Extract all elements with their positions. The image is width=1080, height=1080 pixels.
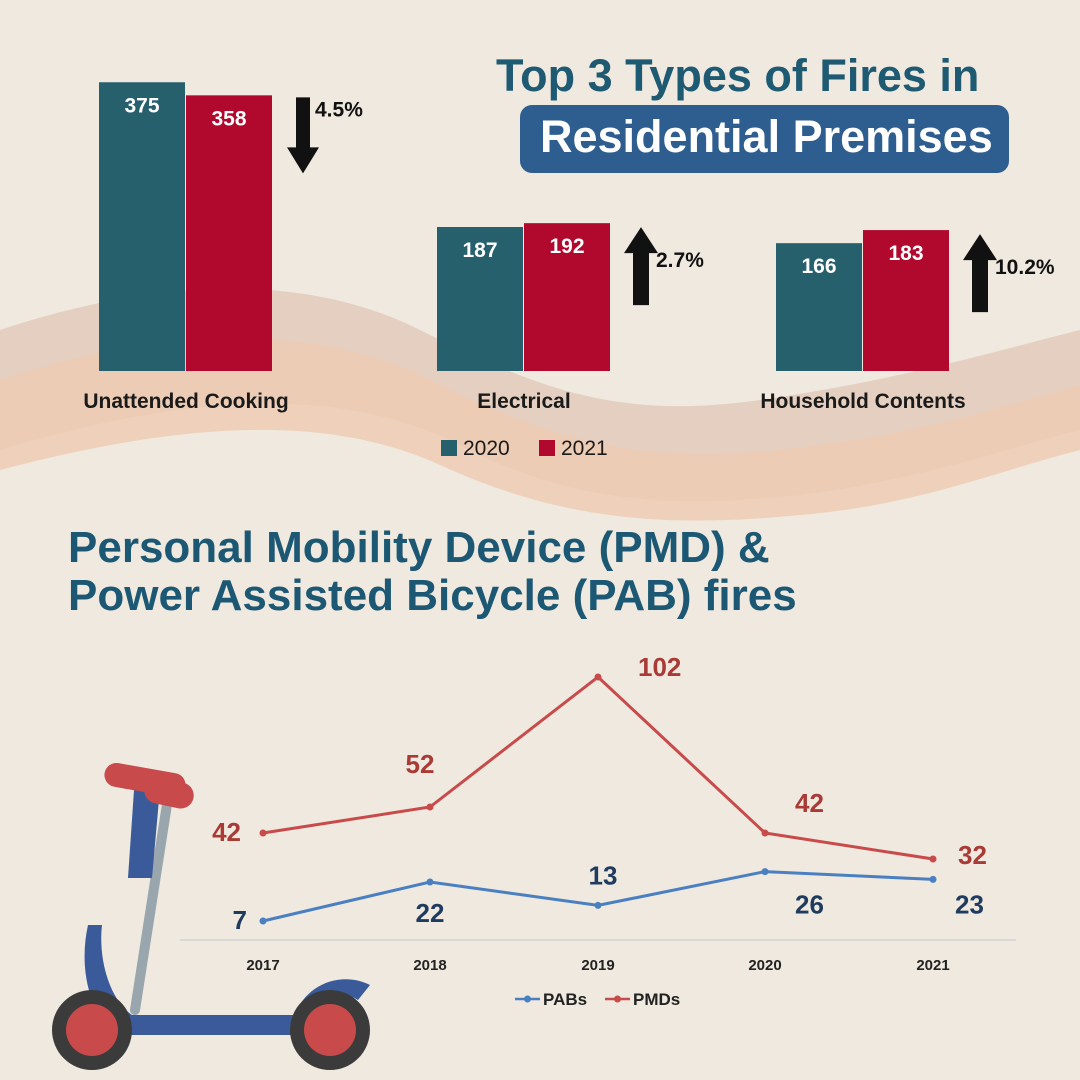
bar-2020-1 xyxy=(437,227,523,371)
category-label: Household Contents xyxy=(760,390,965,413)
arrow-down-icon xyxy=(287,97,319,174)
x-tick-label: 2017 xyxy=(246,957,279,974)
legend-marker-PMDs xyxy=(614,995,621,1003)
scooter-icon xyxy=(52,762,370,1070)
data-label-PMDs: 32 xyxy=(958,840,987,870)
data-label-PABs: 22 xyxy=(416,898,445,928)
line-chart-title-line2: Power Assisted Bicycle (PAB) fires xyxy=(68,571,797,620)
category-label: Unattended Cooking xyxy=(83,390,288,413)
x-tick-label: 2021 xyxy=(916,957,949,974)
bar-2020-2 xyxy=(776,243,862,371)
main-title-line2: Residential Premises xyxy=(520,105,1009,173)
legend-swatch-2020 xyxy=(441,440,457,456)
bar-2021-2 xyxy=(863,230,949,371)
legend-label: 2021 xyxy=(561,437,608,460)
x-tick-label: 2020 xyxy=(748,957,781,974)
arrow-up-icon xyxy=(963,234,997,313)
bar-chart: 375 358 Unattended Cooking 4.5% 187 192 Electr… xyxy=(83,82,1055,460)
data-point-PMDs xyxy=(426,803,434,811)
data-point-PABs xyxy=(929,875,937,883)
data-point-PMDs xyxy=(761,829,769,837)
bar-value-label: 192 xyxy=(549,235,584,258)
bar-value-label: 358 xyxy=(211,107,246,130)
main-title-line1: Top 3 Types of Fires in xyxy=(496,50,980,101)
line-chart-title: Personal Mobility Device (PMD) & Power A… xyxy=(68,524,797,620)
bar-value-label: 187 xyxy=(462,239,497,262)
legend-label: PMDs xyxy=(633,990,680,1009)
bar-2021-1 xyxy=(524,223,610,371)
legend-marker-PABs xyxy=(524,995,531,1003)
data-point-PMDs xyxy=(929,855,937,863)
bar-2020-0 xyxy=(99,82,185,371)
legend-label: 2020 xyxy=(463,437,510,460)
change-label: 10.2% xyxy=(995,256,1055,279)
line-chart: 2017 2018 2019 2020 2021 7 22 13 26 23 42 52 102 42 32… xyxy=(180,652,1016,1009)
data-point-PABs xyxy=(259,917,267,925)
bar-value-label: 166 xyxy=(801,255,836,278)
legend-swatch-2021 xyxy=(539,440,555,456)
data-point-PABs xyxy=(426,878,434,886)
data-label-PMDs: 102 xyxy=(638,652,681,682)
change-label: 4.5% xyxy=(315,98,363,121)
data-label-PABs: 23 xyxy=(955,889,984,919)
background-wave-front xyxy=(0,338,1080,521)
data-point-PMDs xyxy=(259,829,267,837)
category-label: Electrical xyxy=(477,390,570,413)
bar-value-label: 375 xyxy=(124,94,159,117)
x-tick-label: 2018 xyxy=(413,957,446,974)
bar-2021-0 xyxy=(186,95,272,371)
data-label-PMDs: 42 xyxy=(795,788,824,818)
change-label: 2.7% xyxy=(656,249,704,272)
data-label-PABs: 7 xyxy=(233,905,247,935)
x-tick-label: 2019 xyxy=(581,957,614,974)
line-chart-title-line1: Personal Mobility Device (PMD) & xyxy=(68,523,770,572)
arrow-up-icon xyxy=(624,227,658,306)
data-label-PMDs: 42 xyxy=(212,817,241,847)
data-point-PABs xyxy=(761,868,769,876)
data-point-PABs xyxy=(594,901,602,909)
bar-value-label: 183 xyxy=(888,242,923,265)
data-point-PMDs xyxy=(594,673,602,681)
legend-label: PABs xyxy=(543,990,587,1009)
data-label-PABs: 26 xyxy=(795,890,824,920)
data-label-PABs: 13 xyxy=(589,860,618,890)
data-label-PMDs: 52 xyxy=(406,749,435,779)
